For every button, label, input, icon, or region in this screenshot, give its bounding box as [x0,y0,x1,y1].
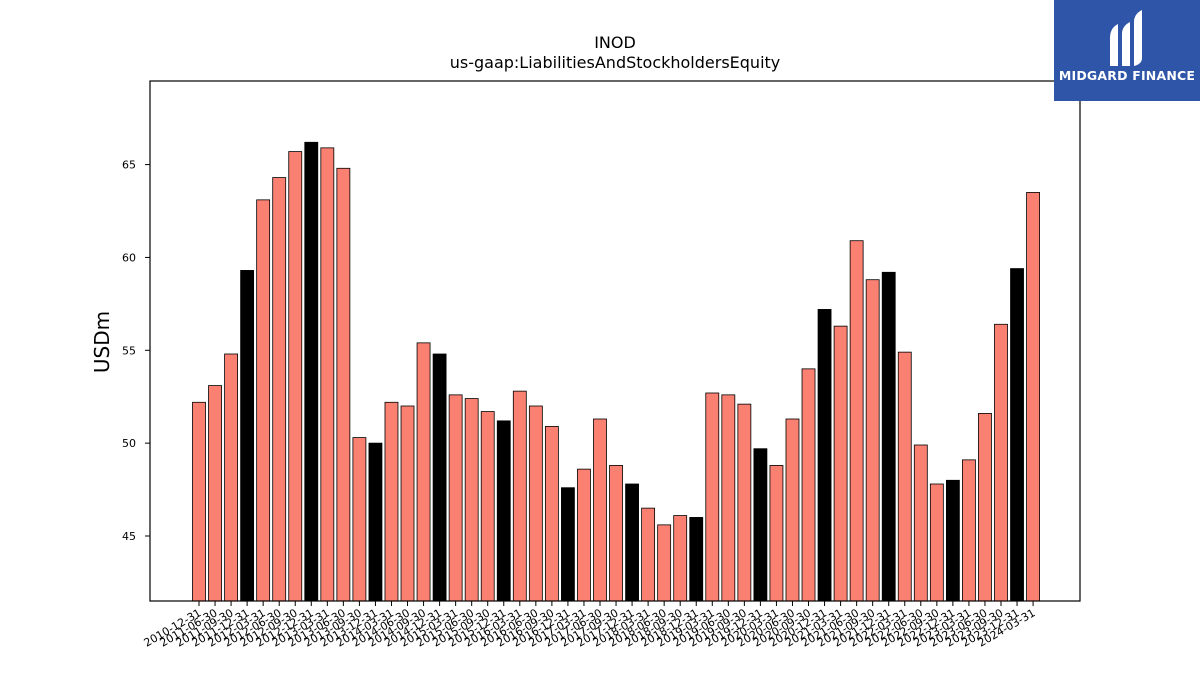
y-tick-label: 50 [122,437,136,450]
bar [849,240,864,602]
bar [1010,268,1024,602]
bar [400,405,415,602]
bar [881,271,896,602]
plot-frame [149,80,1081,602]
bar [1026,192,1040,602]
midgard-logo-icon [1110,10,1142,66]
y-tick-label: 65 [122,159,136,172]
bar [737,403,752,602]
bar [897,351,912,602]
bar [352,437,367,602]
bar [994,323,1008,602]
bar [432,353,447,602]
chart-title: INOD [594,33,636,52]
bar [368,442,383,602]
brand-logo: MIDGARD FINANCE [1054,0,1200,101]
bar [609,465,623,602]
brand-name: MIDGARD FINANCE [1058,68,1196,83]
bar [673,515,688,602]
bar [224,353,238,602]
y-tick-label: 45 [122,530,136,543]
bar [577,468,591,602]
x-ticks-group: 2010-12-312011-06-302011-09-302011-12-31… [142,601,1038,650]
bar [384,401,399,602]
bar [544,426,559,602]
bar [833,325,848,602]
bar [705,392,720,602]
bar [913,444,928,602]
bar [256,199,271,602]
bar [480,411,495,602]
bar [288,151,303,602]
bar [817,309,832,602]
bars-group [192,141,1040,602]
bar [593,418,607,602]
bar [689,517,704,602]
bar [304,141,319,602]
bar [512,390,527,602]
bar [929,483,944,602]
bar [769,465,784,602]
bar [192,401,206,602]
y-tick-label: 55 [122,344,136,357]
bar [978,413,992,602]
bar [785,418,800,602]
y-axis-label: USDm [90,311,114,373]
bar [865,279,880,602]
bar [464,398,479,602]
bar [448,394,463,602]
y-tick-label: 60 [122,251,136,264]
y-ticks-group: 45 50 55 60 65 [122,159,150,543]
bar [320,147,335,602]
bar [208,385,222,602]
bar [641,507,656,602]
bar [801,368,816,602]
chart-subtitle: us-gaap:LiabilitiesAndStockholdersEquity [450,53,781,72]
bar [496,420,511,602]
bar [657,524,672,602]
bar [721,394,736,602]
bar [625,483,639,602]
bar [528,405,543,602]
bar [240,270,255,602]
bar [561,487,575,602]
bar [272,177,287,602]
bar [753,448,768,602]
bar [962,459,976,602]
bar [945,479,960,602]
bar [336,167,351,602]
bar [416,342,431,602]
